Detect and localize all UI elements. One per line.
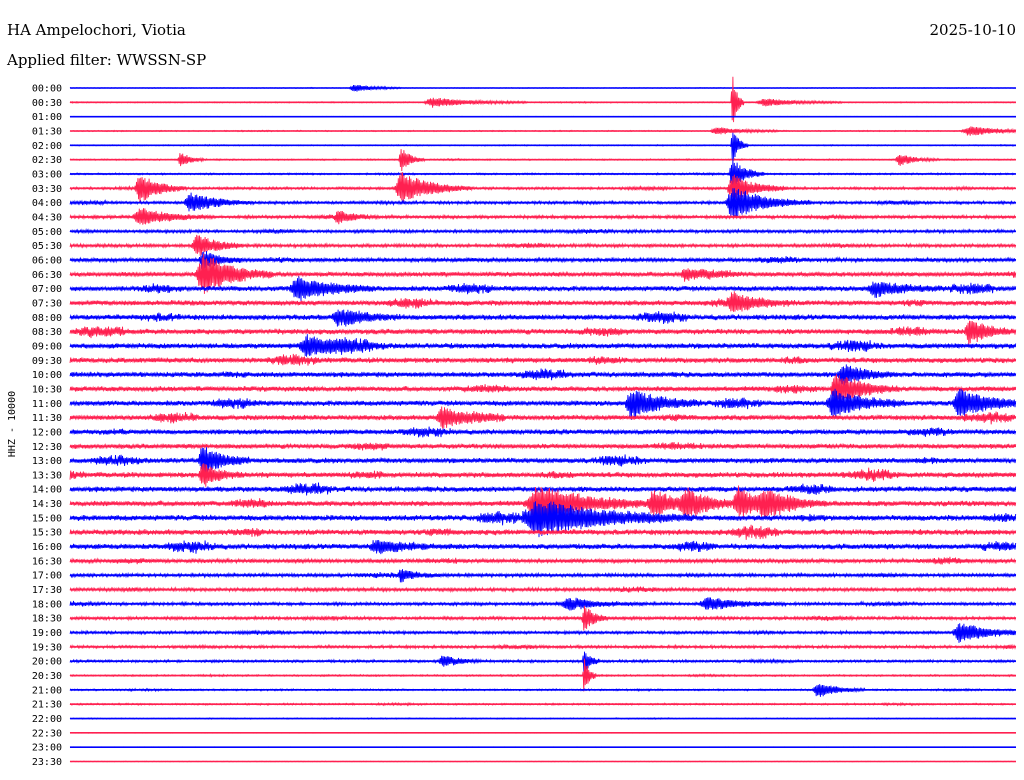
tick-label: 15:30 (32, 528, 62, 539)
tick-label: 20:00 (32, 657, 62, 668)
tick-label: 13:30 (32, 470, 62, 481)
tick-label: 17:00 (32, 571, 62, 582)
tick-label: 18:00 (32, 599, 62, 610)
tick-label: 10:00 (32, 370, 62, 381)
tick-label: 22:00 (32, 714, 62, 725)
trace-row (69, 309, 1017, 327)
tick-label: 13:00 (32, 456, 62, 467)
trace-row (69, 388, 1017, 420)
trace-row (69, 364, 1017, 386)
tick-label: 03:30 (32, 184, 62, 195)
tick-label: 01:00 (32, 112, 62, 123)
channel-label: HHZ - 10000 (7, 391, 18, 457)
tick-label: 03:00 (32, 169, 62, 180)
tick-label: 08:00 (32, 313, 62, 324)
tick-label: 21:30 (32, 700, 62, 711)
filter-label: Applied filter: WWSSN-SP (7, 51, 207, 69)
tick-label: 09:30 (32, 356, 62, 367)
tick-label: 08:30 (32, 327, 62, 338)
tick-label: 09:00 (32, 341, 62, 352)
trace-row (69, 485, 1017, 521)
tick-label: 00:00 (32, 84, 62, 95)
tick-label: 10:30 (32, 384, 62, 395)
tick-label: 16:30 (32, 556, 62, 567)
tick-label: 12:00 (32, 427, 62, 438)
tick-label: 16:00 (32, 542, 62, 553)
tick-label: 07:30 (32, 298, 62, 309)
trace-row (69, 320, 1017, 345)
tick-label: 05:30 (32, 241, 62, 252)
tick-label: 12:30 (32, 442, 62, 453)
tick-label: 01:30 (32, 126, 62, 137)
tick-label: 19:00 (32, 628, 62, 639)
tick-label: 07:00 (32, 284, 62, 295)
tick-label-group: 00:00 00:30 01:00 01:30 02:00 02:30 03:00 03:30… (32, 84, 62, 769)
trace-row (69, 132, 1017, 160)
tick-label: 15:00 (32, 513, 62, 524)
tick-label: 20:30 (32, 671, 62, 682)
record-date: 2025-10-10 (929, 21, 1016, 39)
tick-label: 19:30 (32, 642, 62, 653)
tick-label: 18:30 (32, 614, 62, 625)
tick-label: 22:30 (32, 728, 62, 739)
tick-label: 05:00 (32, 227, 62, 238)
tick-label: 04:00 (32, 198, 62, 209)
tick-label: 11:30 (32, 413, 62, 424)
tick-label: 14:00 (32, 485, 62, 496)
tick-label: 06:30 (32, 270, 62, 281)
tick-label: 11:00 (32, 399, 62, 410)
station-title: HA Ampelochori, Viotia (7, 21, 186, 39)
tick-label: 00:30 (32, 98, 62, 109)
tick-label: 06:00 (32, 255, 62, 266)
trace-row (69, 76, 1017, 123)
tick-label: 17:30 (32, 585, 62, 596)
tick-label: 02:30 (32, 155, 62, 166)
tick-label: 14:30 (32, 499, 62, 510)
tick-label: 23:00 (32, 743, 62, 754)
tick-label: 02:00 (32, 141, 62, 152)
trace-group (69, 76, 1017, 763)
tick-label: 23:30 (32, 757, 62, 768)
tick-label: 04:30 (32, 212, 62, 223)
tick-label: 21:00 (32, 685, 62, 696)
